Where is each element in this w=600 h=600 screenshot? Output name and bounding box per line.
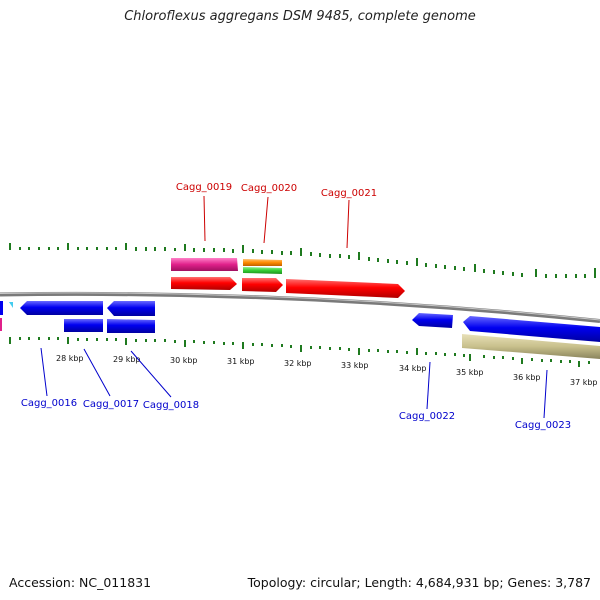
feature-khaki[interactable] [462, 334, 600, 359]
scale-label-32kbp: 32 kbp [284, 359, 312, 368]
genome-title: Chloroflexus aggregans DSM 9485, complet… [124, 9, 476, 24]
feature-left-edge-cyan[interactable] [9, 302, 13, 308]
scale-label-36kbp: 36 kbp [513, 373, 541, 382]
scale-label-37kbp: 37 kbp [570, 378, 598, 387]
cds-cagg-0023-arrow[interactable] [463, 316, 600, 342]
feature-left-edge-magenta[interactable] [0, 318, 2, 331]
inner-tick-ring [9, 337, 590, 367]
accession-text: Accession: NC_011831 [9, 575, 152, 590]
scale-label-35kbp: 35 kbp [456, 368, 484, 377]
gene-label-cagg-0018[interactable]: Cagg_0018 [143, 400, 199, 411]
outer-tick-ring [9, 243, 596, 278]
gene-label-cagg-0021[interactable]: Cagg_0021 [321, 188, 377, 199]
scale-label-30kbp: 30 kbp [170, 356, 198, 365]
scale-label-31kbp: 31 kbp [227, 357, 255, 366]
gene-label-cagg-0022[interactable]: Cagg_0022 [399, 411, 455, 422]
gene-label-cagg-0016[interactable]: Cagg_0016 [21, 398, 77, 409]
cds-cagg-0018-arrow[interactable] [107, 301, 155, 316]
scale-label-28kbp: 28 kbp [56, 354, 84, 363]
cds-lower-row-2[interactable] [107, 319, 155, 333]
forward-strand-features [171, 258, 405, 298]
scale-label-34kbp: 34 kbp [399, 364, 427, 373]
topology-text: Topology: circular; Length: 4,684,931 bp… [247, 575, 591, 590]
scale-label-29kbp: 29 kbp [113, 355, 141, 364]
scale-label-33kbp: 33 kbp [341, 361, 369, 370]
cds-cagg-0020-arrow[interactable] [242, 278, 283, 292]
gene-label-cagg-0023[interactable]: Cagg_0023 [515, 420, 571, 431]
cds-green-feature[interactable] [243, 267, 282, 274]
gene-label-cagg-0019[interactable]: Cagg_0019 [176, 182, 232, 193]
cds-magenta-feature[interactable] [171, 258, 238, 271]
genome-backbone [0, 291, 600, 323]
feature-left-edge-blue[interactable] [0, 301, 3, 315]
cds-orange-feature[interactable] [243, 259, 282, 266]
reverse-strand-features [0, 301, 600, 359]
cds-cagg-0022-arrow[interactable] [412, 313, 453, 328]
gene-label-cagg-0017[interactable]: Cagg_0017 [83, 399, 139, 410]
cds-cagg-0021-arrow[interactable] [286, 279, 405, 298]
cds-cagg-0019-arrow[interactable] [171, 277, 237, 290]
cds-cagg-0016-arrow[interactable] [20, 301, 103, 315]
cds-lower-row-1[interactable] [64, 319, 103, 332]
gene-label-cagg-0020[interactable]: Cagg_0020 [241, 183, 297, 194]
